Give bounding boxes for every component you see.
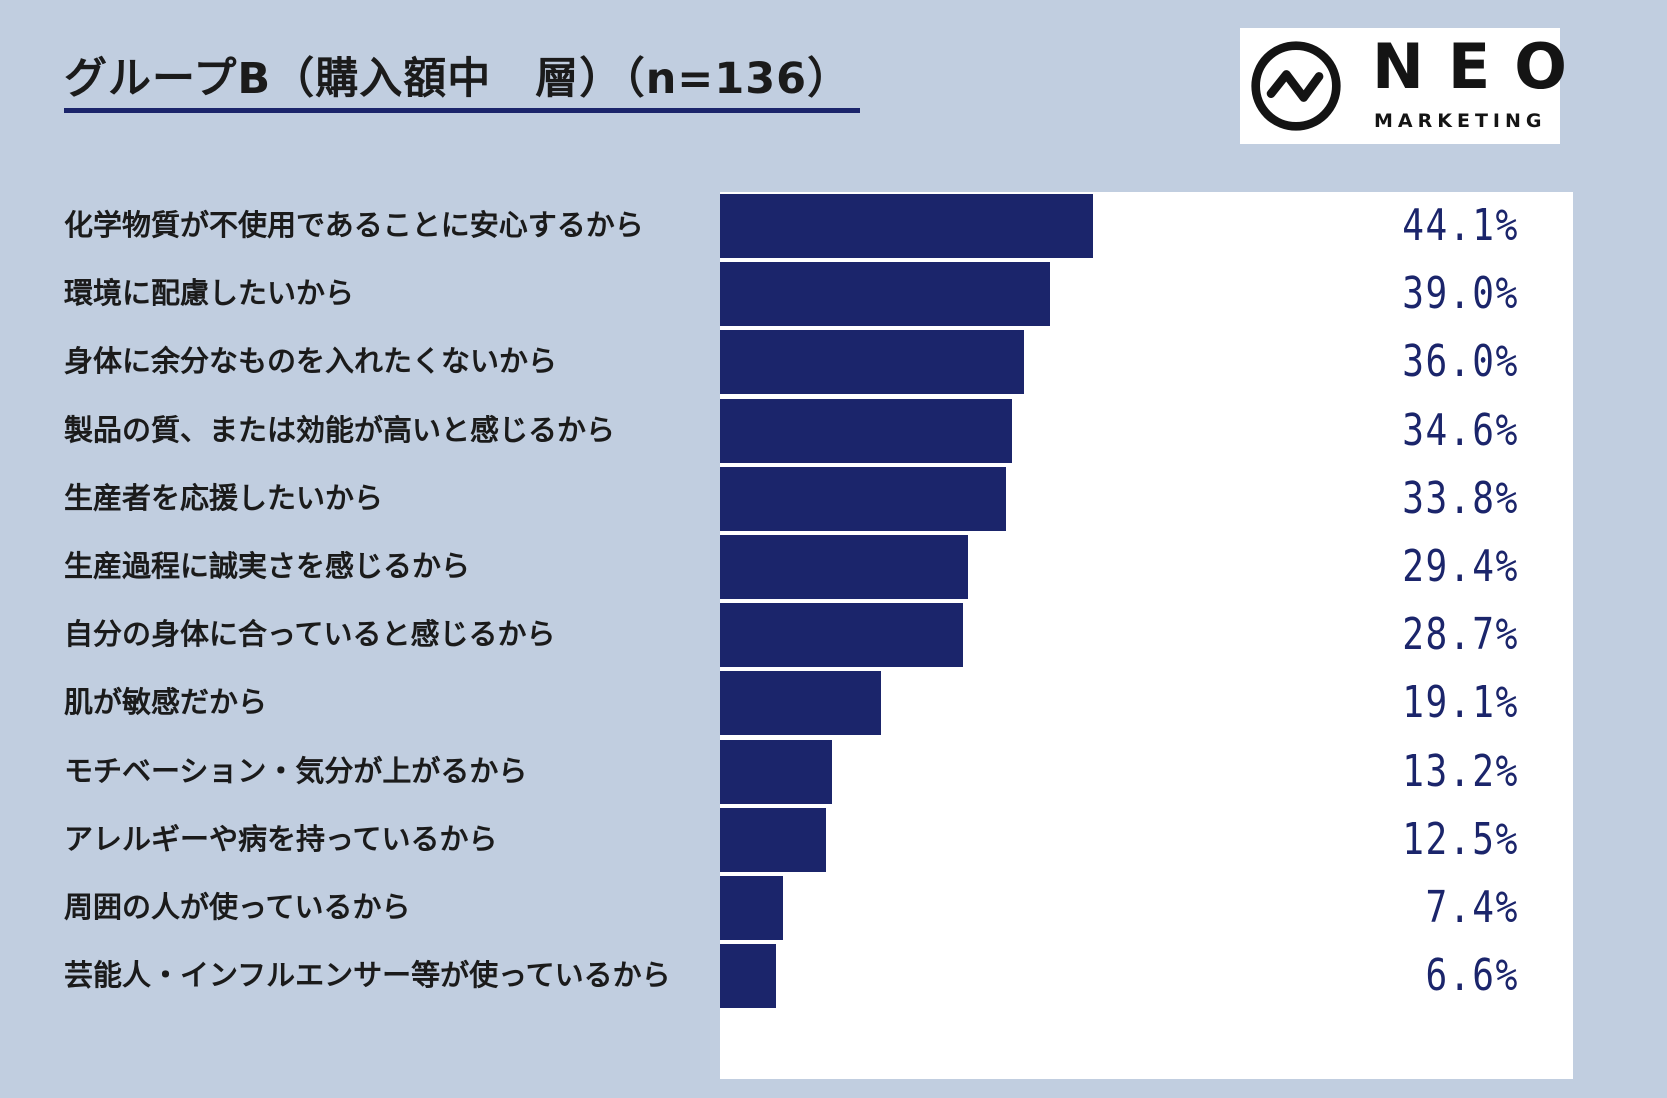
bar-2 [720, 262, 1050, 327]
category-label-8: 肌が敏感だから [64, 685, 268, 720]
category-label-1: 化学物質が不使用であることに安心するから [64, 208, 644, 242]
value-label-3: 36.0% [1402, 336, 1519, 388]
value-label-12: 6.6% [1425, 950, 1519, 1002]
bar-11 [720, 876, 783, 940]
value-label-5: 33.8% [1402, 472, 1519, 524]
value-label-4: 34.6% [1402, 404, 1519, 456]
value-label-2: 39.0% [1402, 268, 1519, 320]
neo-marketing-logo: NEO MARKETING [1240, 28, 1567, 144]
category-label-11: 周囲の人が使っているから [64, 890, 411, 924]
value-label-9: 13.2% [1402, 745, 1519, 797]
bar-10 [720, 807, 826, 872]
logo-wave-circle-icon [1251, 41, 1341, 131]
value-label-11: 7.4% [1425, 882, 1519, 933]
bar-5 [720, 466, 1006, 531]
bar-7 [720, 603, 963, 668]
value-label-1: 44.1% [1402, 200, 1519, 251]
bar-4 [720, 398, 1013, 463]
category-label-12: 芸能人・インフルエンサー等が使っているから [64, 958, 671, 993]
bar-12 [720, 944, 776, 1009]
value-label-6: 29.4% [1402, 541, 1519, 592]
bar-6 [720, 535, 969, 599]
title-underline [64, 108, 860, 113]
value-label-10: 12.5% [1402, 813, 1519, 865]
logo-subtext: MARKETING [1374, 110, 1547, 132]
category-label-6: 生産過程に誠実さを感じるから [64, 549, 471, 583]
value-label-7: 28.7% [1402, 609, 1519, 661]
plot-area [720, 192, 1573, 1079]
value-label-8: 19.1% [1402, 677, 1519, 729]
category-label-10: アレルギーや病を持っているから [64, 821, 498, 856]
bar-1 [720, 194, 1093, 258]
category-label-7: 自分の身体に合っていると感じるから [64, 617, 556, 652]
category-label-9: モチベーション・気分が上がるから [64, 753, 528, 788]
bar-8 [720, 671, 882, 736]
bar-3 [720, 330, 1025, 395]
bar-9 [720, 739, 832, 804]
logo-wordmark: NEO [1372, 30, 1591, 103]
category-label-2: 環境に配慮したいから [64, 276, 355, 311]
chart-title: グループB（購入額中 層）（n=136） [64, 54, 852, 104]
category-label-3: 身体に余分なものを入れたくないから [64, 344, 558, 379]
category-label-5: 生産者を応援したいから [64, 480, 384, 515]
category-label-4: 製品の質、または効能が高いと感じるから [64, 412, 616, 447]
